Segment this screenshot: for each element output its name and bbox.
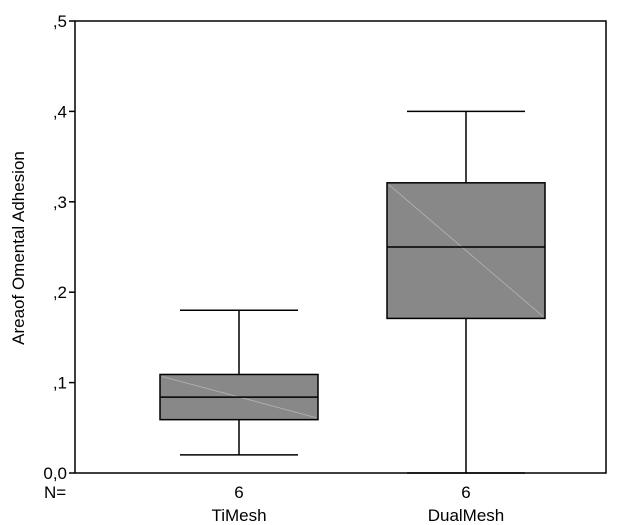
n-count: 6 bbox=[461, 483, 470, 502]
box-series bbox=[159, 110, 546, 474]
y-tick-label: ,1 bbox=[53, 374, 67, 393]
category-label: TiMesh bbox=[211, 506, 266, 525]
n-count: 6 bbox=[234, 483, 243, 502]
y-tick-label: ,3 bbox=[53, 193, 67, 212]
y-axis: 0,0 ,1 ,2 ,3 ,4 ,5 bbox=[43, 12, 75, 483]
y-tick-label: ,2 bbox=[53, 283, 67, 302]
n-label: N= bbox=[44, 483, 66, 502]
category-label: DualMesh bbox=[428, 506, 505, 525]
plot-frame bbox=[74, 20, 607, 474]
y-tick-label: ,4 bbox=[53, 102, 67, 121]
y-axis-label: Areaof Omental Adhesion bbox=[9, 151, 28, 345]
x-axis: 6 TiMesh 6 DualMesh bbox=[211, 483, 504, 525]
y-tick-label: 0,0 bbox=[43, 464, 67, 483]
box-shading-line bbox=[388, 184, 544, 317]
y-tick-label: ,5 bbox=[53, 12, 67, 31]
